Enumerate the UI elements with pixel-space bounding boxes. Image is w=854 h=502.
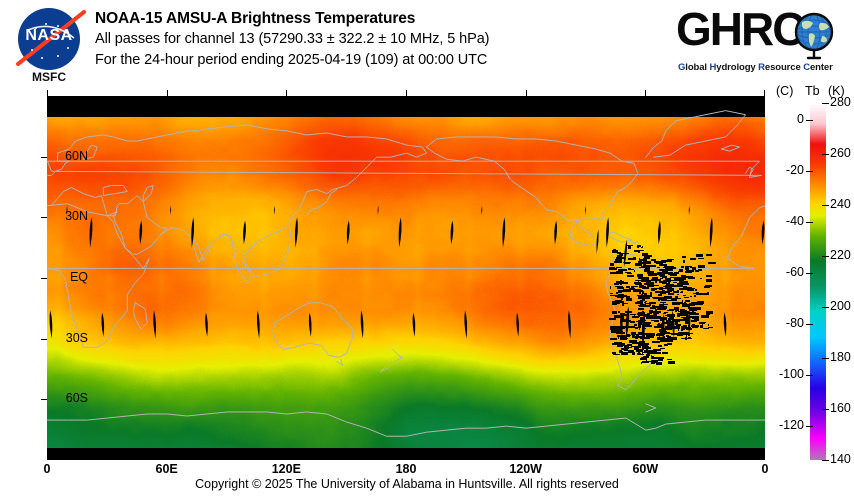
x-axis-tick-mark	[645, 90, 647, 96]
colorbar-kelvin-tick-mark	[822, 307, 829, 308]
colorbar-celsius-tick: -40	[785, 214, 804, 229]
colorbar-kelvin-tick: 160	[830, 401, 851, 415]
x-axis-tick-label: 180	[395, 462, 417, 476]
y-axis-tick-mark	[41, 399, 47, 401]
colorbar	[810, 103, 826, 460]
x-axis-tick-label: 120E	[271, 462, 301, 476]
colorbar-celsius-tick: -120	[778, 418, 804, 433]
x-axis-tick-label: 120W	[509, 462, 542, 476]
colorbar-kelvin-tick-mark	[822, 256, 829, 257]
channel-subtitle: All passes for channel 13 (57290.33 ± 32…	[95, 31, 490, 47]
colorbar-kelvin-tick-mark	[822, 358, 829, 359]
colorbar-kelvin-tick-mark	[822, 409, 829, 410]
y-axis-tick-mark	[41, 278, 47, 279]
x-axis-tick-mark	[525, 90, 527, 96]
nasa-wordmark: NASA	[25, 27, 73, 44]
y-axis-tick-mark	[41, 338, 47, 340]
x-axis-tick-label: 60E	[155, 462, 178, 476]
copyright-notice: Copyright © 2025 The University of Alaba…	[195, 477, 619, 491]
colorbar-celsius-tick-mark	[806, 171, 813, 173]
colorbar-celsius-tick-mark	[806, 324, 813, 326]
x-axis-tick-mark	[764, 90, 765, 96]
x-axis-tick-label: 0	[761, 462, 769, 476]
colorbar-celsius-tick-mark	[806, 222, 813, 224]
x-axis-tick-mark	[47, 90, 48, 96]
y-axis-tick-label: 30N	[65, 209, 88, 224]
colorbar-kelvin-tick-mark	[822, 154, 829, 155]
y-axis-tick-label: 60S	[65, 391, 88, 406]
x-axis-tick-mark	[286, 90, 288, 96]
x-axis-tick-mark	[406, 90, 407, 96]
period-subtitle: For the 24-hour period ending 2025-04-19…	[95, 52, 488, 68]
y-axis-tick-label: EQ	[69, 270, 88, 284]
colorbar-celsius-tick: -20	[785, 163, 804, 178]
colorbar-celsius-tick-mark	[806, 426, 813, 428]
colorbar-kelvin-tick-mark	[822, 460, 829, 461]
colorbar-celsius-tick-mark	[806, 120, 813, 122]
colorbar-celsius-tick: -60	[785, 265, 804, 280]
colorbar-celsius-header: (C)	[776, 84, 794, 98]
colorbar-celsius-tick-mark	[806, 273, 813, 275]
colorbar-celsius-tick: -100	[778, 367, 804, 382]
colorbar-tb-header: Tb	[805, 84, 820, 98]
colorbar-celsius-tick-mark	[806, 375, 813, 377]
colorbar-kelvin-tick-mark	[822, 103, 829, 104]
colorbar-canvas	[810, 103, 826, 460]
y-axis-tick-label: 30S	[65, 330, 88, 345]
globe-icon	[794, 12, 834, 60]
colorbar-celsius-tick: -80	[785, 316, 804, 331]
colorbar-kelvin-tick: 200	[830, 299, 851, 313]
ghrc-subtitle: Global Hydrology Resource Center	[678, 62, 833, 73]
colorbar-kelvin-tick: 260	[830, 146, 851, 160]
colorbar-celsius-tick: 0	[797, 112, 804, 127]
colorbar-kelvin-tick: 220	[830, 248, 851, 262]
map-canvas	[47, 96, 765, 460]
nasa-swoosh-icon	[16, 10, 86, 66]
page-title: NOAA-15 AMSU-A Brightness Temperatures	[95, 10, 416, 27]
colorbar-kelvin-tick: 140	[830, 452, 851, 466]
nasa-logo: NASA MSFC	[10, 6, 88, 88]
colorbar-kelvin-tick: 180	[830, 350, 851, 364]
header-titles: NOAA-15 AMSU-A Brightness Temperatures A…	[95, 8, 490, 71]
colorbar-kelvin-header: (K)	[828, 84, 845, 98]
colorbar-kelvin-tick-mark	[822, 205, 829, 206]
brightness-temperature-map[interactable]	[47, 96, 765, 460]
ghrc-wordmark: GHRC	[676, 3, 805, 55]
x-axis-tick-label: 0	[43, 462, 51, 476]
y-axis-tick-mark	[41, 217, 47, 219]
x-axis-tick-mark	[166, 90, 168, 96]
x-axis-tick-label: 60W	[632, 462, 659, 476]
y-axis-tick-mark	[41, 156, 47, 158]
colorbar-kelvin-tick: 240	[830, 197, 851, 211]
colorbar-kelvin-tick: 280	[830, 95, 851, 109]
y-axis-tick-label: 60N	[65, 148, 88, 163]
ghrc-logo: GHRC Global Hydrology Resource Center	[676, 4, 848, 82]
nasa-center-label: MSFC	[32, 70, 66, 84]
